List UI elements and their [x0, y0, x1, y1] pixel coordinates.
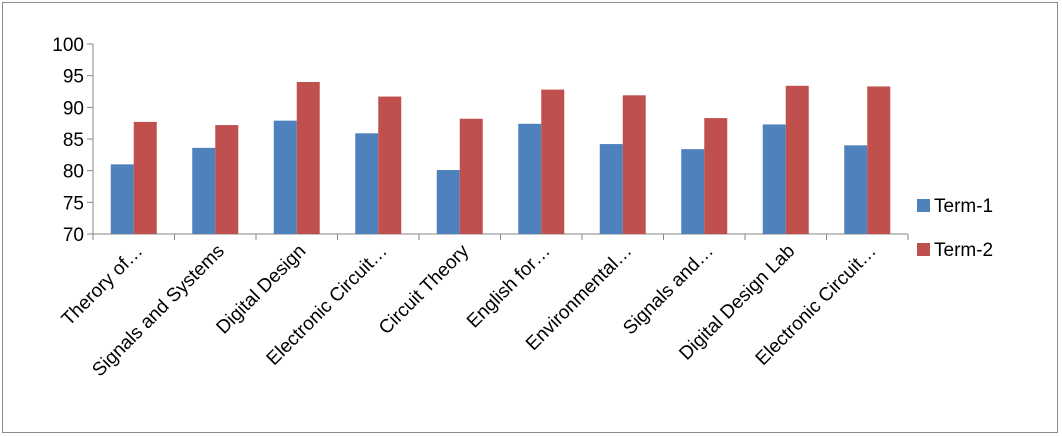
legend-swatch-term-2: [917, 243, 930, 256]
bar-term-2: [215, 125, 239, 234]
bar-term-1: [599, 144, 623, 234]
x-category-label: English for…: [463, 241, 555, 333]
bar-term-1: [518, 123, 542, 234]
bar-term-1: [762, 124, 786, 234]
x-axis: [92, 233, 909, 240]
y-tick-label: 90: [63, 98, 84, 119]
bar-term-2: [704, 118, 728, 234]
x-category-label: Signals and Systems: [88, 241, 228, 381]
bar-term-2: [541, 89, 565, 234]
y-tick-label: 100: [52, 35, 84, 56]
legend: Term-1 Term-2: [917, 196, 993, 261]
y-tick-label: 85: [63, 130, 84, 151]
y-tick-label: 95: [63, 67, 84, 88]
legend-label-term-2: Term-2: [934, 240, 993, 261]
bar-term-2: [133, 121, 157, 234]
bar-term-1: [844, 145, 868, 234]
y-tick-label: 80: [63, 162, 84, 183]
bar-term-2: [378, 96, 402, 234]
legend-label-term-1: Term-1: [934, 196, 993, 217]
bar-term-1: [273, 120, 297, 234]
bar-term-2: [867, 86, 891, 234]
bar-term-2: [785, 85, 809, 234]
bar-term-2: [459, 118, 483, 234]
bar-term-1: [110, 164, 134, 234]
bar-term-1: [192, 147, 216, 234]
x-category-label: Therory of…: [58, 241, 148, 331]
bar-term-1: [355, 133, 379, 234]
bar-term-2: [296, 82, 320, 234]
y-tick-label: 75: [63, 193, 84, 214]
bar-term-2: [622, 95, 646, 234]
y-axis: 70 75 80 85 90 95 100: [52, 35, 94, 246]
legend-swatch-term-1: [917, 199, 930, 212]
bar-term-1: [681, 149, 705, 234]
bar-term-1: [436, 170, 460, 234]
y-tick-label: 70: [63, 225, 84, 246]
bars: [110, 82, 891, 234]
